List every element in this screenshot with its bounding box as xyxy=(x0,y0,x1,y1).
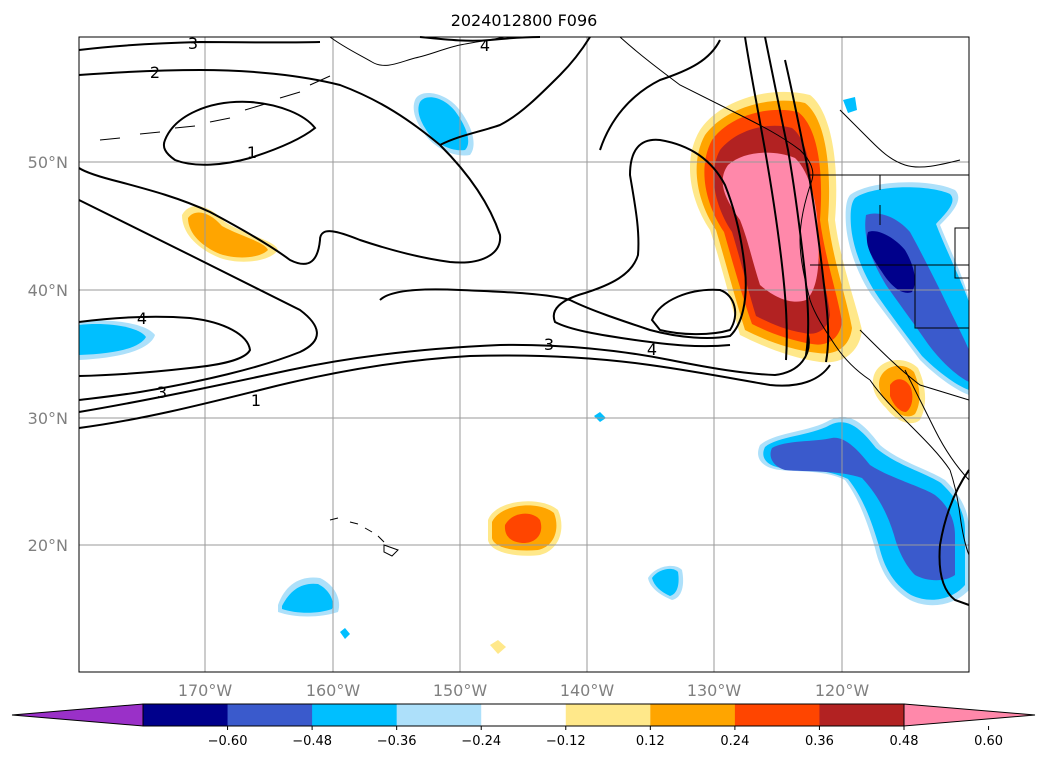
negative-anomaly-bc-dot xyxy=(843,97,857,113)
colorbar-tick-label: −0.12 xyxy=(546,734,586,749)
anomaly-shading xyxy=(79,91,969,654)
contour-label: 3 xyxy=(188,34,198,53)
lon-label-120w: 120°W xyxy=(815,681,870,700)
colorbar-extend-high xyxy=(903,703,1036,727)
hawaii-islands xyxy=(329,517,399,557)
contour-east-2 xyxy=(744,36,788,361)
colorbar-segment xyxy=(650,704,736,726)
contour-southeast xyxy=(938,469,970,606)
colorbar-tick-label: −0.60 xyxy=(208,734,248,749)
colorbar-segment xyxy=(312,704,398,726)
colorbar-segment xyxy=(227,704,313,726)
contour-1-bottom xyxy=(78,354,831,429)
contour-east-4 xyxy=(784,59,830,363)
contour-east-3 xyxy=(764,36,810,356)
colorbar-tick-label: −0.36 xyxy=(377,734,417,749)
contour-label: 4 xyxy=(647,340,657,359)
contour-4-mid xyxy=(650,288,737,336)
colorbar-segment xyxy=(565,704,651,726)
contour-1-loop xyxy=(162,100,317,166)
contour-gulf-loop xyxy=(379,138,747,348)
lat-label-40n: 40°N xyxy=(28,281,68,300)
west-coast-us xyxy=(799,179,871,381)
contour-label: 4 xyxy=(480,36,490,55)
negative-anomaly-small-blue xyxy=(282,583,333,613)
colorbar-tick-label: −0.48 xyxy=(292,734,332,749)
negative-anomaly-west-blue xyxy=(79,324,146,355)
colorbar-frame xyxy=(142,703,905,727)
colorbar-tick-label: 0.24 xyxy=(720,734,749,749)
negative-anomaly-interior-navy xyxy=(866,231,915,293)
map-frame xyxy=(78,36,970,673)
lon-label-150w: 150°W xyxy=(433,681,488,700)
contour-east-1 xyxy=(599,39,721,151)
longitude-axis: 170°W 160°W 150°W 140°W 130°W 120°W xyxy=(178,681,870,700)
contour-label: 2 xyxy=(150,63,160,82)
contour-2 xyxy=(78,68,502,265)
alaska-coast xyxy=(329,36,506,66)
contour-4-left xyxy=(78,315,252,377)
colorbar-tick-label: −0.24 xyxy=(461,734,501,749)
colorbar-segment xyxy=(819,704,905,726)
aleutian-chain xyxy=(99,75,331,141)
contour-label: 1 xyxy=(247,143,257,162)
negative-anomaly-dot xyxy=(340,628,350,639)
colorbar-tick-label: 0.36 xyxy=(805,734,834,749)
contour-label: 3 xyxy=(157,383,167,402)
positive-anomaly-small-yellow xyxy=(490,640,506,654)
colorbar: −0.60 −0.48 −0.36 −0.24 −0.12 0.12 0.24 0.36 0.4… xyxy=(11,703,1036,749)
map-title: 2024012800 F096 xyxy=(451,11,598,30)
positive-anomaly-baja-red xyxy=(890,379,913,412)
colorbar-tick-label: 0.12 xyxy=(636,734,665,749)
contour-label: 3 xyxy=(544,335,554,354)
contour-3-left xyxy=(78,199,318,401)
contour-hump xyxy=(439,36,591,146)
map-panel: 3 4 2 1 4 3 1 3 4 xyxy=(78,34,970,673)
negative-anomaly-dot2 xyxy=(594,412,606,422)
colorbar-tick-label: 0.48 xyxy=(890,734,919,749)
bc-coast xyxy=(839,109,961,168)
state-border-2 xyxy=(810,264,969,329)
negative-anomaly-hawaii-east-blue xyxy=(652,568,679,596)
lat-label-30n: 30°N xyxy=(28,409,68,428)
mexico-coast xyxy=(949,469,970,556)
contour-3-top xyxy=(78,40,321,51)
lat-label-50n: 50°N xyxy=(28,153,68,172)
lon-label-160w: 160°W xyxy=(306,681,361,700)
contour-3-bottom xyxy=(78,334,810,413)
baja-peninsula xyxy=(869,369,970,481)
lat-label-20n: 20°N xyxy=(28,536,68,555)
state-border-4 xyxy=(859,329,970,401)
contour-label: 4 xyxy=(137,309,147,328)
contours xyxy=(78,36,970,606)
lon-label-170w: 170°W xyxy=(178,681,233,700)
colorbar-segment xyxy=(481,704,567,726)
colorbar-segment xyxy=(734,704,820,726)
colorbar-segment xyxy=(396,704,482,726)
colorbar-tick-label: 0.60 xyxy=(974,734,1003,749)
positive-anomaly-subtropical-red xyxy=(504,513,542,543)
latitude-axis: 50°N 40°N 30°N 20°N xyxy=(28,153,68,555)
lon-label-140w: 140°W xyxy=(560,681,615,700)
contour-label: 1 xyxy=(251,391,261,410)
colorbar-extend-low xyxy=(11,703,144,727)
contour-label-group: 3 4 2 1 4 3 1 3 4 xyxy=(137,34,657,410)
positive-anomaly-aleutian-orange xyxy=(188,212,268,258)
lon-label-130w: 130°W xyxy=(687,681,742,700)
colorbar-segment xyxy=(143,704,229,726)
negative-anomaly-gulf-blue xyxy=(418,97,469,151)
